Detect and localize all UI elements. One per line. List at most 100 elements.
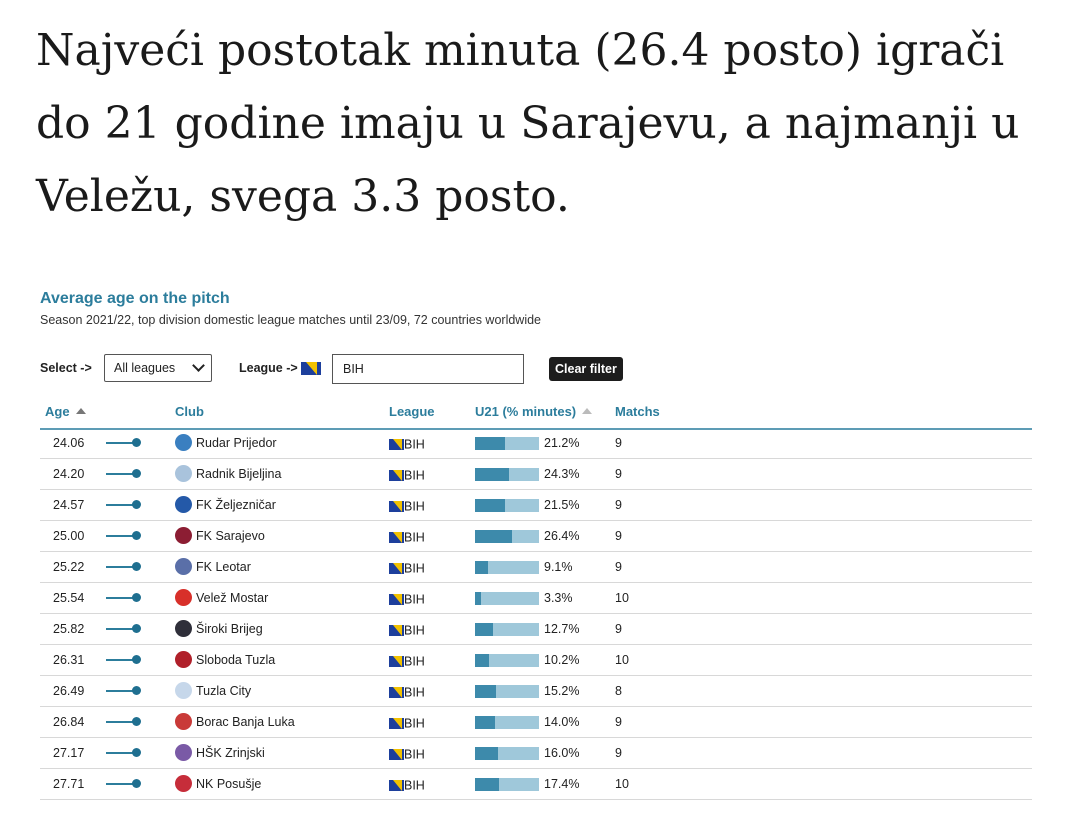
age-value: 26.31 <box>53 653 85 667</box>
u21-bar-fill <box>475 530 513 543</box>
age-dot-icon <box>132 717 141 726</box>
club-badge-icon <box>175 744 192 761</box>
u21-bar-fill <box>475 437 505 450</box>
age-slider-icon <box>106 655 141 664</box>
col-matchs[interactable]: Matchs <box>615 404 660 419</box>
club-name[interactable]: Rudar Prijedor <box>196 436 277 450</box>
league-cell: BIH <box>389 716 425 731</box>
u21-bar <box>475 685 539 698</box>
u21-bar-fill <box>475 468 510 481</box>
league-value: BIH <box>404 685 425 700</box>
bih-flag-icon <box>389 501 404 513</box>
table-row[interactable]: 24.20 Radnik Bijeljina BIH 24.3% 9 <box>40 459 1032 490</box>
club-name[interactable]: HŠK Zrinjski <box>196 746 265 760</box>
bih-flag-icon <box>389 532 404 544</box>
table-row[interactable]: 25.00 FK Sarajevo BIH 26.4% 9 <box>40 521 1032 552</box>
table-header: Age Club League U21 (% minutes) Matchs <box>40 402 1032 430</box>
table-row[interactable]: 25.82 Široki Brijeg BIH 12.7% 9 <box>40 614 1032 645</box>
club-badge-icon <box>175 620 192 637</box>
league-label: League -> <box>239 361 322 376</box>
age-dot-icon <box>132 500 141 509</box>
age-slider-icon <box>106 438 141 447</box>
u21-value: 16.0% <box>544 746 580 760</box>
bih-flag-icon <box>389 594 404 606</box>
age-dot-icon <box>132 469 141 478</box>
club-name[interactable]: FK Sarajevo <box>196 529 265 543</box>
u21-bar <box>475 530 539 543</box>
u21-value: 17.4% <box>544 777 580 791</box>
age-slider-icon <box>106 686 141 695</box>
table-row[interactable]: 26.31 Sloboda Tuzla BIH 10.2% 10 <box>40 645 1032 676</box>
league-cell: BIH <box>389 592 425 607</box>
age-value: 24.06 <box>53 436 85 450</box>
league-filter-input[interactable]: BIH <box>332 354 524 384</box>
club-badge-icon <box>175 682 192 699</box>
league-select[interactable]: All leagues <box>104 354 212 382</box>
club-name[interactable]: FK Leotar <box>196 560 251 574</box>
club-name[interactable]: FK Željezničar <box>196 498 276 512</box>
col-u21[interactable]: U21 (% minutes) <box>475 404 593 419</box>
league-value: BIH <box>404 654 425 669</box>
table-row[interactable]: 26.84 Borac Banja Luka BIH 14.0% 9 <box>40 707 1032 738</box>
table-row[interactable]: 26.49 Tuzla City BIH 15.2% 8 <box>40 676 1032 707</box>
club-name[interactable]: Borac Banja Luka <box>196 715 295 729</box>
bih-flag-icon <box>389 780 404 792</box>
age-dot-icon <box>132 531 141 540</box>
league-value: BIH <box>404 623 425 638</box>
league-value: BIH <box>404 499 425 514</box>
age-slider-icon <box>106 593 141 602</box>
col-club[interactable]: Club <box>175 404 204 419</box>
table-row[interactable]: 25.54 Velež Mostar BIH 3.3% 10 <box>40 583 1032 614</box>
sort-icon <box>582 408 593 414</box>
age-value: 24.20 <box>53 467 85 481</box>
age-value: 25.54 <box>53 591 85 605</box>
bih-flag-icon <box>389 563 404 575</box>
col-age[interactable]: Age <box>45 404 86 419</box>
age-dot-icon <box>132 624 141 633</box>
league-value: BIH <box>404 747 425 762</box>
age-dot-icon <box>132 655 141 664</box>
age-dot-icon <box>132 593 141 602</box>
table-row[interactable]: 24.06 Rudar Prijedor BIH 21.2% 9 <box>40 428 1032 459</box>
table-row[interactable]: 27.17 HŠK Zrinjski BIH 16.0% 9 <box>40 738 1032 769</box>
bih-flag-icon <box>389 470 404 482</box>
league-cell: BIH <box>389 685 425 700</box>
club-name[interactable]: NK Posušje <box>196 777 262 791</box>
table-row[interactable]: 25.22 FK Leotar BIH 9.1% 9 <box>40 552 1032 583</box>
league-cell: BIH <box>389 778 425 793</box>
club-name[interactable]: Radnik Bijeljina <box>196 467 282 481</box>
league-value: BIH <box>404 468 425 483</box>
club-badge-icon <box>175 434 192 451</box>
league-value: BIH <box>404 561 425 576</box>
table-row[interactable]: 27.71 NK Posušje BIH 17.4% 10 <box>40 769 1032 800</box>
filter-bar: Select -> All leagues League -> BIH Clea… <box>40 354 740 386</box>
league-select-value: All leagues <box>114 361 176 375</box>
league-cell: BIH <box>389 747 425 762</box>
league-cell: BIH <box>389 530 425 545</box>
club-badge-icon <box>175 558 192 575</box>
club-name[interactable]: Sloboda Tuzla <box>196 653 276 667</box>
col-league[interactable]: League <box>389 404 435 419</box>
u21-bar-fill <box>475 499 506 512</box>
league-value: BIH <box>404 592 425 607</box>
matchs-value: 9 <box>615 529 622 543</box>
age-slider-icon <box>106 500 141 509</box>
age-value: 26.84 <box>53 715 85 729</box>
age-value: 26.49 <box>53 684 85 698</box>
matchs-value: 9 <box>615 467 622 481</box>
u21-value: 14.0% <box>544 715 580 729</box>
matchs-value: 8 <box>615 684 622 698</box>
age-slider-icon <box>106 469 141 478</box>
matchs-value: 9 <box>615 436 622 450</box>
club-name[interactable]: Široki Brijeg <box>196 622 263 636</box>
u21-bar <box>475 778 539 791</box>
average-age-widget: Average age on the pitch Season 2021/22,… <box>40 288 1032 800</box>
age-dot-icon <box>132 748 141 757</box>
u21-value: 12.7% <box>544 622 580 636</box>
club-name[interactable]: Velež Mostar <box>196 591 269 605</box>
table-row[interactable]: 24.57 FK Željezničar BIH 21.5% 9 <box>40 490 1032 521</box>
club-name[interactable]: Tuzla City <box>196 684 252 698</box>
club-badge-icon <box>175 527 192 544</box>
u21-bar-fill <box>475 747 498 760</box>
clear-filter-button[interactable]: Clear filter <box>549 357 623 381</box>
